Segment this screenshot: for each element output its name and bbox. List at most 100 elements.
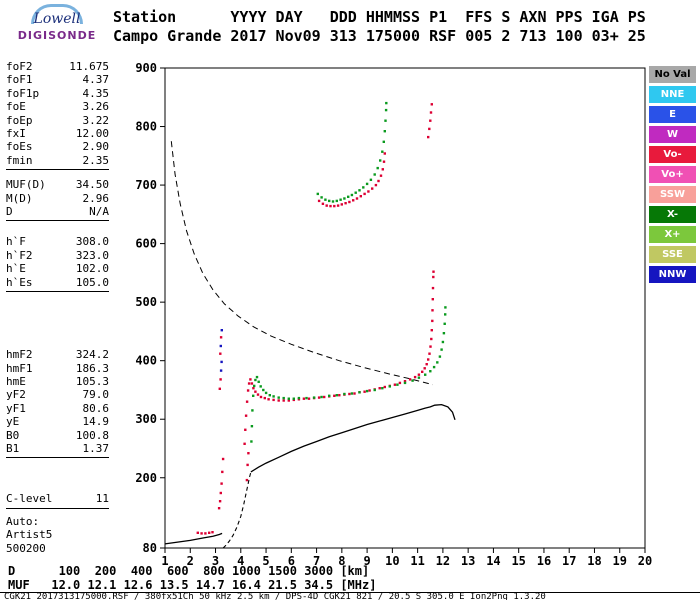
y-axis-tick-label: 900 <box>135 61 157 75</box>
series-spread-dots-blue <box>219 329 223 372</box>
legend-item-nnw: NNW <box>649 266 696 283</box>
param-label: foEs <box>6 140 33 154</box>
y-axis-tick-label: 200 <box>135 471 157 485</box>
x-axis-tick-label: 17 <box>562 554 576 568</box>
x-axis-tick-label: 7 <box>313 554 320 568</box>
x-axis-tick-label: 16 <box>537 554 551 568</box>
param-row: hmF2 324.2 <box>6 348 109 361</box>
x-axis-tick-label: 2 <box>187 554 194 568</box>
legend-item-x-: X- <box>649 206 696 223</box>
param-value: 4.37 <box>82 73 110 87</box>
legend-item-x+: X+ <box>649 226 696 243</box>
param-value: 100.8 <box>75 428 109 442</box>
parameter-panel: foF2 11.675 foF1 4.37 foF1p 4.35 foE 3.26 foEp 3.… <box>6 60 109 557</box>
series-second-hop-asymptote-o <box>427 103 433 139</box>
series-es-trace <box>196 531 214 535</box>
series-second-hop-x <box>316 101 388 203</box>
x-axis-tick-label: 18 <box>587 554 601 568</box>
param-label: B0 <box>6 428 20 442</box>
param-value: 14.9 <box>82 415 110 429</box>
param-label: fmin <box>6 153 33 167</box>
param-label: fxI <box>6 127 26 141</box>
param-value: 186.3 <box>75 361 109 375</box>
param-value: 3.26 <box>82 100 110 114</box>
param-group-2: MUF(D) 34.50 M(D) 2.96 D N/A <box>6 178 110 222</box>
param-row: foEs 2.90 <box>6 140 109 153</box>
param-value: 34.50 <box>75 178 109 192</box>
param-label: h`F2 <box>6 248 33 262</box>
param-row: D N/A <box>6 205 109 218</box>
param-label: Artist5 <box>6 528 53 542</box>
param-row: yE 14.9 <box>6 415 109 428</box>
x-axis-tick-label: 15 <box>511 554 525 568</box>
x-axis-tick-label: 4 <box>237 554 244 568</box>
x-axis-tick-label: 20 <box>638 554 652 568</box>
y-axis-tick-label: 80 <box>143 541 157 555</box>
legend-item-vo-: Vo- <box>649 146 696 163</box>
muf-row: MUF 12.0 12.1 12.6 13.5 14.7 16.4 21.5 3… <box>8 578 377 592</box>
param-value: 323.0 <box>75 248 109 262</box>
plot-frame <box>164 67 646 549</box>
param-row: 500200 <box>6 542 109 555</box>
param-value: 2.90 <box>82 140 110 154</box>
param-label: hmE <box>6 374 26 388</box>
param-value: 105.3 <box>75 374 109 388</box>
param-value: N/A <box>89 205 109 219</box>
param-row: foF2 11.675 <box>6 60 109 73</box>
param-label: foE <box>6 100 26 114</box>
param-value: 105.0 <box>75 275 109 289</box>
x-axis-tick-label: 14 <box>486 554 500 568</box>
param-row: yF1 80.6 <box>6 402 109 415</box>
param-value: 4.35 <box>82 86 110 100</box>
param-value: 1.37 <box>82 441 110 455</box>
y-axis-tick-label: 600 <box>135 237 157 251</box>
param-value: 2.96 <box>82 191 110 205</box>
series-profile-f-region <box>250 403 456 473</box>
logo-lowell-text: Lowell <box>33 11 81 27</box>
param-group-5: C-level 11 <box>6 492 109 509</box>
x-axis-tick-label: 13 <box>461 554 475 568</box>
series-e-region-retardation-dots <box>217 457 225 510</box>
param-label: Auto: <box>6 514 40 528</box>
param-row: B1 1.37 <box>6 442 109 455</box>
param-row: h`Es 105.0 <box>6 276 109 289</box>
param-row: C-level 11 <box>6 492 109 505</box>
param-row: h`F 308.0 <box>6 235 109 248</box>
y-axis-tick-label: 700 <box>135 178 157 192</box>
param-label: yF2 <box>6 388 26 402</box>
param-label: h`Es <box>6 275 33 289</box>
param-value: 102.0 <box>75 262 109 276</box>
param-value: 3.22 <box>82 113 110 127</box>
param-label: 500200 <box>6 541 46 555</box>
param-label: h`E <box>6 262 26 276</box>
x-axis-tick-label: 11 <box>410 554 424 568</box>
param-label: B1 <box>6 441 20 455</box>
param-row: B0 100.8 <box>6 429 109 442</box>
param-value: 79.0 <box>82 388 110 402</box>
param-row: foE 3.26 <box>6 100 109 113</box>
param-row: Auto: <box>6 515 109 528</box>
param-row: foF1 4.37 <box>6 73 109 86</box>
param-value: 12.00 <box>75 127 109 141</box>
param-label: h`F <box>6 235 26 249</box>
x-axis-tick-label: 10 <box>385 554 399 568</box>
y-axis-tick-label: 800 <box>135 120 157 134</box>
param-row: foEp 3.22 <box>6 114 109 127</box>
param-value: 80.6 <box>82 401 110 415</box>
param-label: D <box>6 205 13 219</box>
y-axis-tick-label: 400 <box>135 354 157 368</box>
param-label: yE <box>6 415 20 429</box>
station-header-labels: Station YYYY DAY DDD HHMMSS P1 FFS S AXN… <box>113 8 646 26</box>
legend-item-w: W <box>649 126 696 143</box>
param-row: hmF1 186.3 <box>6 362 109 375</box>
x-axis-tick-label: 1 <box>161 554 168 568</box>
y-axis-tick-label: 500 <box>135 295 157 309</box>
legend-item-nne: NNE <box>649 86 696 103</box>
x-axis-tick-label: 19 <box>613 554 627 568</box>
param-label: foEp <box>6 113 33 127</box>
series-o-trace <box>243 270 435 445</box>
series-transmission-curve <box>170 141 433 386</box>
distance-row: D 100 200 400 600 800 1000 1500 3000 [km… <box>8 564 370 578</box>
param-label: foF1 <box>6 73 33 87</box>
